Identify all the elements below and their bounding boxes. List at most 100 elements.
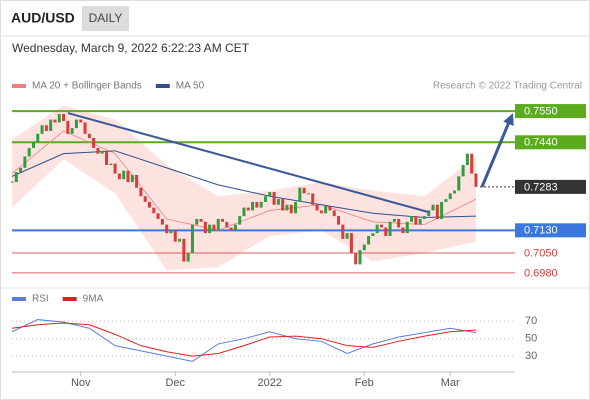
trend-line (67, 112, 430, 214)
level-box (515, 135, 586, 150)
candle (268, 191, 272, 197)
candle (358, 250, 362, 265)
candle (117, 173, 121, 180)
candle (126, 170, 130, 183)
candle (414, 216, 418, 225)
candle (74, 119, 78, 129)
x-tick-label: Mar (441, 377, 460, 389)
candle (457, 176, 461, 191)
level-box (515, 179, 586, 194)
timeframe: DAILY (89, 11, 123, 25)
candle (263, 196, 267, 202)
bollinger-band (12, 105, 476, 271)
candle (259, 201, 263, 208)
candle (345, 233, 349, 239)
candle (105, 150, 109, 166)
candle (186, 253, 190, 262)
candle (427, 210, 431, 217)
candle (109, 163, 113, 166)
candle (470, 153, 474, 174)
candle (311, 193, 315, 205)
candle (113, 163, 117, 174)
candle (40, 125, 44, 134)
candle (156, 213, 160, 219)
candle (195, 218, 199, 225)
candle (233, 224, 237, 231)
candle (36, 133, 40, 143)
candle (96, 147, 100, 154)
candle (444, 199, 448, 202)
x-tick-label: 2022 (258, 377, 282, 389)
candle (371, 233, 375, 236)
candle (448, 193, 452, 200)
candle (100, 150, 104, 154)
candle (341, 224, 345, 239)
candle (62, 113, 66, 122)
candle (53, 119, 57, 123)
x-tick-label: Nov (71, 377, 91, 389)
candle (160, 218, 164, 225)
candle (212, 224, 216, 231)
candle (203, 221, 207, 234)
candle (87, 133, 91, 139)
legend-label: RSI (32, 294, 49, 305)
moving-average (11, 150, 477, 219)
candle (229, 227, 233, 231)
legend-swatch (12, 297, 26, 301)
legend-label: MA 20 + Bollinger Bands (32, 81, 142, 92)
candle (410, 216, 414, 222)
candle (49, 119, 53, 131)
candle (461, 165, 465, 177)
candle (92, 138, 96, 148)
level-box (515, 104, 586, 119)
candle (285, 204, 289, 211)
candle (319, 210, 323, 214)
candle (435, 204, 439, 219)
candle (354, 253, 358, 265)
candle (122, 170, 126, 180)
candle (375, 224, 379, 234)
candle (14, 172, 18, 183)
candle (143, 196, 147, 202)
candle (221, 218, 225, 222)
candle (130, 174, 134, 183)
candle (152, 207, 156, 214)
candle (397, 218, 401, 228)
candle (474, 173, 478, 187)
candle (272, 191, 276, 205)
candle (431, 204, 435, 211)
candle (10, 181, 14, 183)
candle (225, 221, 229, 228)
candle (315, 204, 319, 211)
candle (57, 113, 61, 123)
candle (294, 201, 298, 214)
candle (169, 230, 173, 234)
candle (388, 221, 392, 236)
candle (379, 224, 383, 228)
level-label: 0.7283 (524, 181, 558, 193)
candle (199, 218, 203, 222)
candle (367, 235, 371, 245)
candle (165, 224, 169, 234)
candle (349, 233, 353, 254)
candle (23, 156, 27, 168)
candle (79, 119, 83, 123)
candle (306, 193, 310, 195)
candle (70, 128, 74, 134)
candle (324, 206, 328, 214)
candle (27, 147, 31, 157)
legend-label: 9MA (83, 294, 104, 305)
legend-swatch (155, 84, 170, 88)
rsi-tick-label: 30 (525, 350, 537, 362)
candle (135, 174, 139, 188)
candle (453, 190, 457, 194)
candle (139, 187, 143, 197)
legend-label: MA 50 (176, 81, 205, 92)
level-label: 0.6980 (524, 267, 558, 279)
rsi-line (11, 319, 477, 362)
subtitle: Wednesday, March 9, 2022 6:22:23 AM CET (12, 41, 250, 55)
source: Research © 2022 Trading Central (433, 81, 582, 92)
candle (422, 216, 426, 219)
candle (147, 201, 151, 208)
